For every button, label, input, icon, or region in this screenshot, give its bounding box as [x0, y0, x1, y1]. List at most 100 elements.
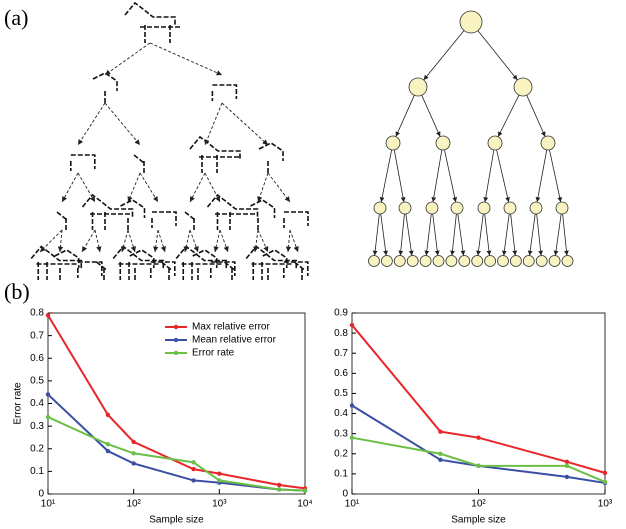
- part-figure: [258, 142, 284, 175]
- tree-edge: [57, 229, 64, 253]
- y-tick-label: 0.5: [334, 388, 348, 399]
- y-tick-label: 0.4: [334, 408, 348, 419]
- tree-node: [445, 255, 458, 267]
- part-figure: [262, 249, 288, 282]
- data-point: [191, 460, 196, 465]
- tree-node: [548, 255, 561, 267]
- tree-node: [477, 201, 491, 215]
- y-tick-label: 0.8: [334, 328, 348, 339]
- tree-node: [487, 135, 503, 151]
- tree-node: [373, 201, 387, 215]
- part-figure: [189, 135, 241, 173]
- part-figure: [192, 249, 218, 282]
- part-figure: [81, 193, 134, 230]
- tree-node: [535, 255, 548, 267]
- tree-edge: [549, 149, 563, 203]
- tree-edge: [423, 30, 465, 81]
- tree-edge: [527, 213, 536, 256]
- data-point: [217, 471, 222, 476]
- data-point: [217, 478, 222, 483]
- legend-label: Error rate: [192, 348, 235, 359]
- part-figure: [206, 193, 259, 230]
- tree-edge: [398, 213, 405, 256]
- tree-edge: [450, 213, 457, 256]
- series-line: [47, 416, 306, 492]
- data-point: [105, 412, 111, 418]
- data-point: [349, 435, 355, 440]
- panel-label: (b): [4, 279, 30, 304]
- tree-node: [398, 201, 412, 215]
- x-tick-label: 10¹: [41, 499, 56, 510]
- tree-edge: [204, 102, 223, 146]
- tree-edge: [510, 213, 518, 256]
- legend-marker: [173, 350, 179, 356]
- y-axis-label: Error rate: [13, 382, 24, 425]
- tree-edge: [379, 149, 393, 203]
- series-line: [351, 324, 606, 474]
- tree-edge: [483, 149, 495, 203]
- data-point: [438, 429, 443, 434]
- part-figure: [133, 154, 145, 173]
- data-point: [302, 488, 308, 493]
- tree-edge: [405, 213, 414, 256]
- y-tick-label: 0.3: [30, 421, 44, 432]
- tree-edge: [424, 213, 432, 256]
- tree-node: [408, 77, 428, 97]
- tree-node: [497, 255, 509, 267]
- tree-node: [435, 135, 451, 151]
- data-point: [602, 479, 608, 485]
- tree-edge: [457, 213, 466, 256]
- tree-edge: [39, 229, 63, 253]
- tree-edge: [221, 102, 269, 146]
- part-figure: [210, 261, 236, 278]
- tree-edge: [189, 229, 199, 253]
- tree-edge: [477, 30, 518, 81]
- tree-node: [540, 135, 556, 151]
- tree-edge: [153, 229, 159, 253]
- tree-edge: [267, 172, 291, 203]
- tree-edge: [380, 213, 388, 256]
- data-point: [476, 435, 481, 440]
- tree-edge: [393, 149, 406, 203]
- legend-marker: [173, 324, 179, 330]
- tree-edge: [81, 229, 96, 253]
- data-point: [45, 414, 51, 420]
- tree-edge: [562, 213, 569, 256]
- part-figure: [70, 154, 96, 171]
- tree-node: [510, 255, 522, 267]
- tree-edge: [127, 172, 141, 203]
- tree-node: [385, 135, 401, 151]
- data-point: [564, 474, 570, 480]
- y-tick-label: 0.6: [334, 368, 348, 379]
- tree-node: [432, 255, 445, 267]
- tree-edge: [526, 95, 546, 137]
- tree-edge: [476, 213, 484, 256]
- data-point: [45, 392, 51, 397]
- x-tick-label: 10¹: [345, 499, 360, 510]
- data-point: [105, 448, 111, 454]
- tree-edge: [157, 229, 166, 253]
- x-tick-label: 10⁴: [297, 499, 312, 510]
- tree-edge: [257, 172, 269, 203]
- y-tick-label: 0.7: [30, 330, 44, 341]
- data-point: [349, 322, 355, 328]
- data-point: [438, 457, 443, 463]
- x-tick-label: 10³: [598, 499, 613, 510]
- tree-node: [529, 201, 543, 215]
- tree-node: [484, 255, 497, 267]
- y-tick-label: 0.3: [334, 428, 348, 439]
- data-point: [438, 451, 443, 456]
- data-point: [349, 403, 355, 408]
- data-point: [131, 451, 136, 456]
- tree-edge: [253, 229, 259, 253]
- tree-edge: [139, 172, 159, 203]
- y-tick-label: 0.7: [334, 348, 348, 359]
- tree-edge: [213, 229, 221, 253]
- panel-label: (a): [4, 5, 28, 30]
- part-figure: [30, 245, 83, 280]
- tree-edge: [120, 229, 129, 253]
- tree-node: [503, 201, 517, 215]
- x-tick-label: 10²: [471, 499, 486, 510]
- tree-node: [425, 201, 439, 215]
- tree-edge: [536, 213, 543, 256]
